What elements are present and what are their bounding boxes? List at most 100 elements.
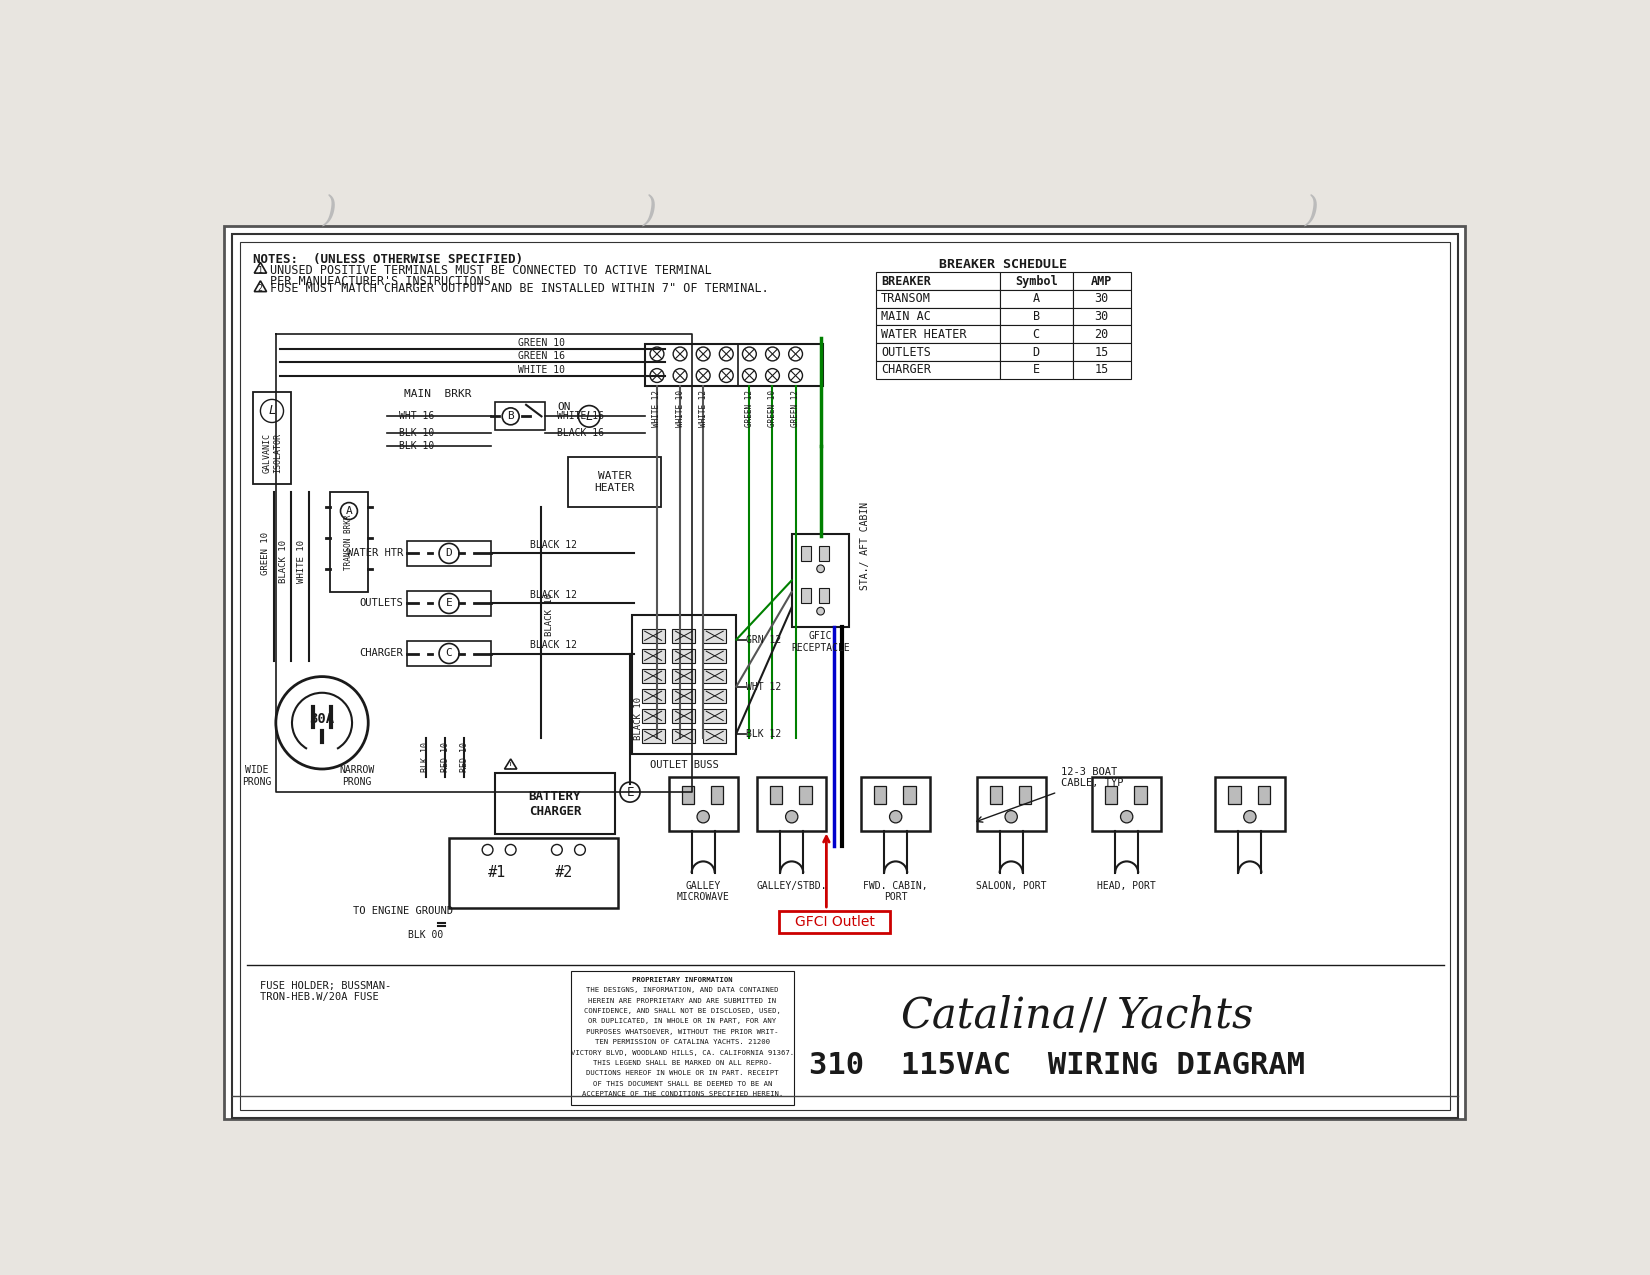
Bar [673, 729, 696, 743]
Bar [568, 458, 660, 507]
Text: BLACK 10: BLACK 10 [279, 539, 289, 583]
Text: C: C [1033, 328, 1040, 340]
Circle shape [817, 565, 825, 572]
Text: WHITE 10: WHITE 10 [518, 365, 564, 375]
Text: PROPRIETARY INFORMATION: PROPRIETARY INFORMATION [632, 977, 733, 983]
Circle shape [889, 811, 903, 822]
Text: GALLEY/STBD.: GALLEY/STBD. [756, 881, 827, 891]
Text: FUSE MUST MATCH CHARGER OUTPUT AND BE INSTALLED WITHIN 7" OF TERMINAL.: FUSE MUST MATCH CHARGER OUTPUT AND BE IN… [271, 282, 769, 296]
Text: WHITE 16: WHITE 16 [558, 412, 604, 421]
Bar [239, 241, 1450, 1111]
Text: OUTLET BUSS: OUTLET BUSS [650, 760, 719, 770]
Circle shape [1005, 811, 1018, 822]
Bar [1000, 343, 1072, 361]
Text: WHT 12: WHT 12 [746, 682, 780, 691]
Bar [904, 785, 916, 805]
Bar [861, 776, 931, 830]
Bar [1000, 325, 1072, 343]
Circle shape [551, 844, 563, 856]
Text: BLACK 12: BLACK 12 [530, 590, 576, 601]
Text: PER MANUFACTURER'S INSTRUCTIONS.: PER MANUFACTURER'S INSTRUCTIONS. [271, 274, 498, 288]
Bar [1000, 289, 1072, 307]
Text: ): ) [1305, 194, 1318, 228]
Bar [673, 669, 696, 682]
Circle shape [439, 644, 459, 663]
Circle shape [261, 399, 284, 422]
Text: D: D [446, 548, 452, 558]
Circle shape [789, 347, 802, 361]
Text: RED 10: RED 10 [460, 742, 469, 773]
Text: GALVANIC
ISOLATOR: GALVANIC ISOLATOR [262, 434, 282, 473]
Circle shape [785, 811, 799, 822]
Text: #2: #2 [554, 866, 574, 881]
Text: WHITE 10: WHITE 10 [297, 539, 305, 583]
Bar [645, 344, 822, 386]
Text: 15: 15 [1094, 346, 1109, 358]
Bar [668, 776, 738, 830]
Circle shape [482, 844, 493, 856]
Text: A: A [345, 506, 353, 516]
Circle shape [719, 347, 733, 361]
Bar [1000, 307, 1072, 325]
Circle shape [789, 368, 802, 382]
Circle shape [620, 782, 640, 802]
Bar [408, 592, 492, 616]
Text: ): ) [642, 194, 657, 228]
Text: BATTERY
CHARGER: BATTERY CHARGER [528, 789, 581, 817]
Bar [408, 641, 492, 666]
Bar [876, 273, 1000, 289]
Bar [990, 785, 1002, 805]
Bar [1072, 273, 1130, 289]
Text: BREAKER SCHEDULE: BREAKER SCHEDULE [939, 258, 1068, 270]
Circle shape [502, 408, 520, 425]
Bar [449, 838, 619, 908]
Text: GRN 12: GRN 12 [746, 635, 780, 645]
Text: BLACK 12: BLACK 12 [530, 640, 576, 650]
Bar [642, 729, 665, 743]
Text: TRANSOM: TRANSOM [881, 292, 931, 306]
Bar [495, 773, 614, 834]
Bar [703, 688, 726, 703]
Text: OF THIS DOCUMENT SHALL BE DEEMED TO BE AN: OF THIS DOCUMENT SHALL BE DEEMED TO BE A… [592, 1081, 772, 1086]
Text: GALLEY
MICROWAVE: GALLEY MICROWAVE [676, 881, 729, 903]
Bar [703, 629, 726, 643]
Text: GREEN 10: GREEN 10 [767, 390, 777, 427]
Bar [711, 785, 723, 805]
Text: GREEN 12: GREEN 12 [790, 390, 800, 427]
Circle shape [650, 368, 663, 382]
Text: 30: 30 [1094, 292, 1109, 306]
Bar [673, 649, 696, 663]
Bar [800, 785, 812, 805]
Text: THE DESIGNS, INFORMATION, AND DATA CONTAINED: THE DESIGNS, INFORMATION, AND DATA CONTA… [586, 987, 779, 993]
Text: OUTLETS: OUTLETS [360, 598, 403, 608]
Bar [1072, 289, 1130, 307]
Text: E: E [1033, 363, 1040, 376]
Bar [876, 307, 1000, 325]
Bar [1020, 785, 1031, 805]
Circle shape [696, 347, 710, 361]
Text: BLACK 10: BLACK 10 [544, 593, 554, 636]
Text: GREEN 10: GREEN 10 [261, 532, 271, 575]
Circle shape [505, 844, 516, 856]
Text: CHARGER: CHARGER [360, 649, 403, 658]
Text: DUCTIONS HEREOF IN WHOLE OR IN PART. RECEIPT: DUCTIONS HEREOF IN WHOLE OR IN PART. REC… [586, 1071, 779, 1076]
Circle shape [766, 347, 779, 361]
Bar [818, 546, 828, 561]
Bar [642, 629, 665, 643]
Text: BLK 00: BLK 00 [408, 929, 444, 940]
Bar [1135, 785, 1147, 805]
Circle shape [579, 405, 601, 427]
Bar [681, 785, 695, 805]
Bar [874, 785, 886, 805]
Bar [673, 688, 696, 703]
Bar [1072, 307, 1130, 325]
Text: BLK 10: BLK 10 [399, 441, 434, 451]
Text: PURPOSES WHATSOEVER, WITHOUT THE PRIOR WRIT-: PURPOSES WHATSOEVER, WITHOUT THE PRIOR W… [586, 1029, 779, 1035]
Text: !: ! [510, 762, 512, 771]
Bar [703, 649, 726, 663]
Bar [632, 615, 736, 754]
Bar [977, 776, 1046, 830]
Text: GFIC
RECEPTACLE: GFIC RECEPTACLE [792, 631, 850, 653]
Text: STA./ AFT CABIN: STA./ AFT CABIN [860, 501, 870, 590]
Text: WHITE 12: WHITE 12 [698, 390, 708, 427]
